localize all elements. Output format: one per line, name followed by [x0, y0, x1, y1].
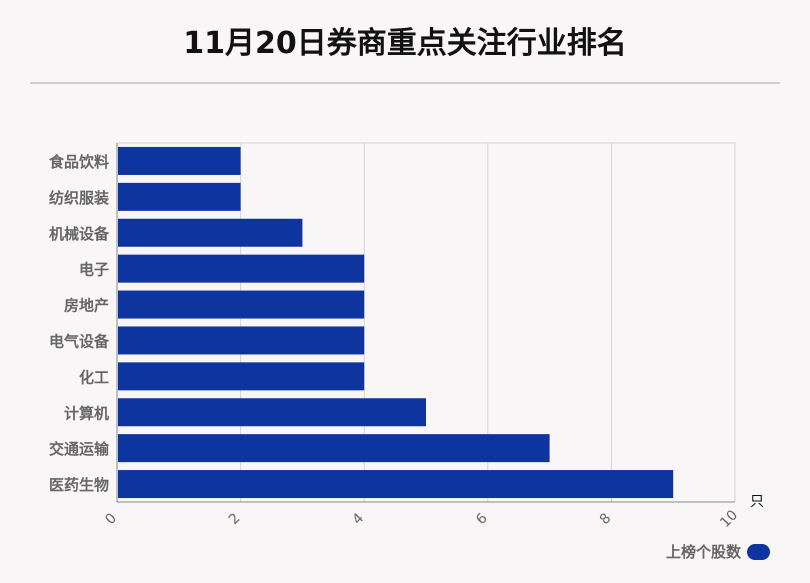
- category-label: 化工: [79, 368, 109, 386]
- bar: [118, 182, 241, 211]
- x-tick-label: 10: [717, 507, 741, 531]
- x-tick-label: 8: [597, 510, 615, 528]
- legend-label: 上榜个股数: [665, 543, 741, 561]
- category-label: 纺织服装: [49, 189, 110, 207]
- x-unit-label: 只: [750, 494, 764, 510]
- chart-title: 11月20日券商重点关注行业排名: [183, 26, 627, 61]
- category-label: 食品饮料: [49, 153, 109, 171]
- bar: [118, 218, 303, 247]
- bar: [118, 362, 365, 391]
- category-label: 计算机: [64, 404, 109, 422]
- bar: [118, 398, 426, 427]
- bar: [118, 326, 365, 355]
- bar: [118, 470, 674, 499]
- x-tick-label: 0: [102, 510, 120, 528]
- bar: [118, 254, 365, 283]
- legend: 上榜个股数: [666, 541, 770, 562]
- x-tick-label: 4: [350, 510, 368, 528]
- x-tick-label: 2: [226, 510, 244, 528]
- category-label: 机械设备: [49, 225, 110, 243]
- category-label: 电气设备: [49, 332, 110, 350]
- bars: [118, 146, 674, 499]
- category-label: 交通运输: [49, 440, 110, 458]
- x-tick-label: 6: [473, 510, 491, 528]
- bar: [118, 146, 241, 175]
- x-tick-labels: 0 2 4 6 8 10: [102, 507, 741, 531]
- title-divider: [30, 82, 780, 84]
- legend-swatch: [747, 543, 770, 560]
- category-label: 房地产: [64, 297, 109, 315]
- category-label: 电子: [79, 261, 109, 279]
- bar: [118, 290, 365, 319]
- category-label: 医药生物: [49, 476, 109, 494]
- bar: [118, 434, 550, 463]
